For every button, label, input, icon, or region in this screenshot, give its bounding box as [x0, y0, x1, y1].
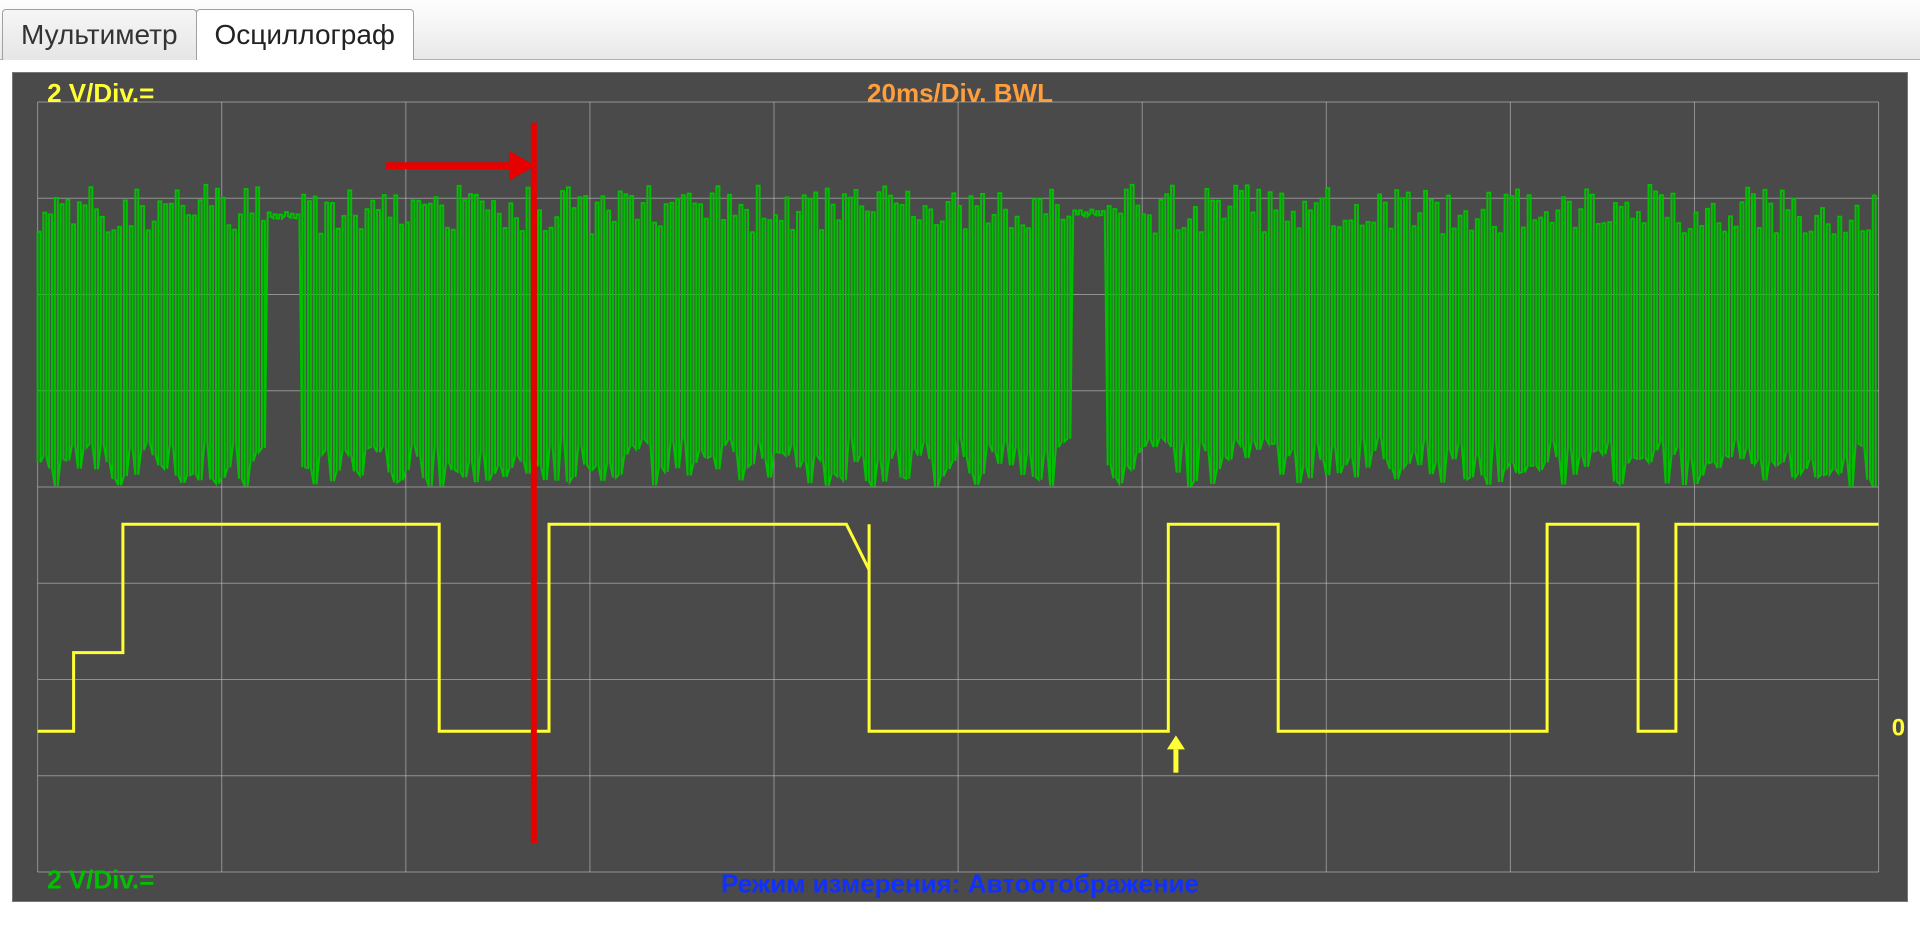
oscilloscope-display: 2 V/Div.= 20ms/Div. BWL 2 V/Div.= Режим изм…: [12, 72, 1908, 902]
volts-div-bottom-label: 2 V/Div.=: [47, 865, 154, 895]
tab-bar: Мультиметр Осциллограф: [0, 0, 1920, 60]
time-div-label: 20ms/Div. BWL: [867, 78, 1053, 108]
volts-div-top-label: 2 V/Div.=: [47, 78, 154, 108]
tab-multimeter[interactable]: Мультиметр: [2, 9, 197, 60]
mode-label: Режим измерения: Автоотображение: [721, 869, 1199, 899]
zero-label: 0: [1892, 714, 1905, 741]
tab-oscilloscope[interactable]: Осциллограф: [196, 9, 414, 60]
oscilloscope-canvas: 2 V/Div.= 20ms/Div. BWL 2 V/Div.= Режим изм…: [13, 73, 1907, 901]
